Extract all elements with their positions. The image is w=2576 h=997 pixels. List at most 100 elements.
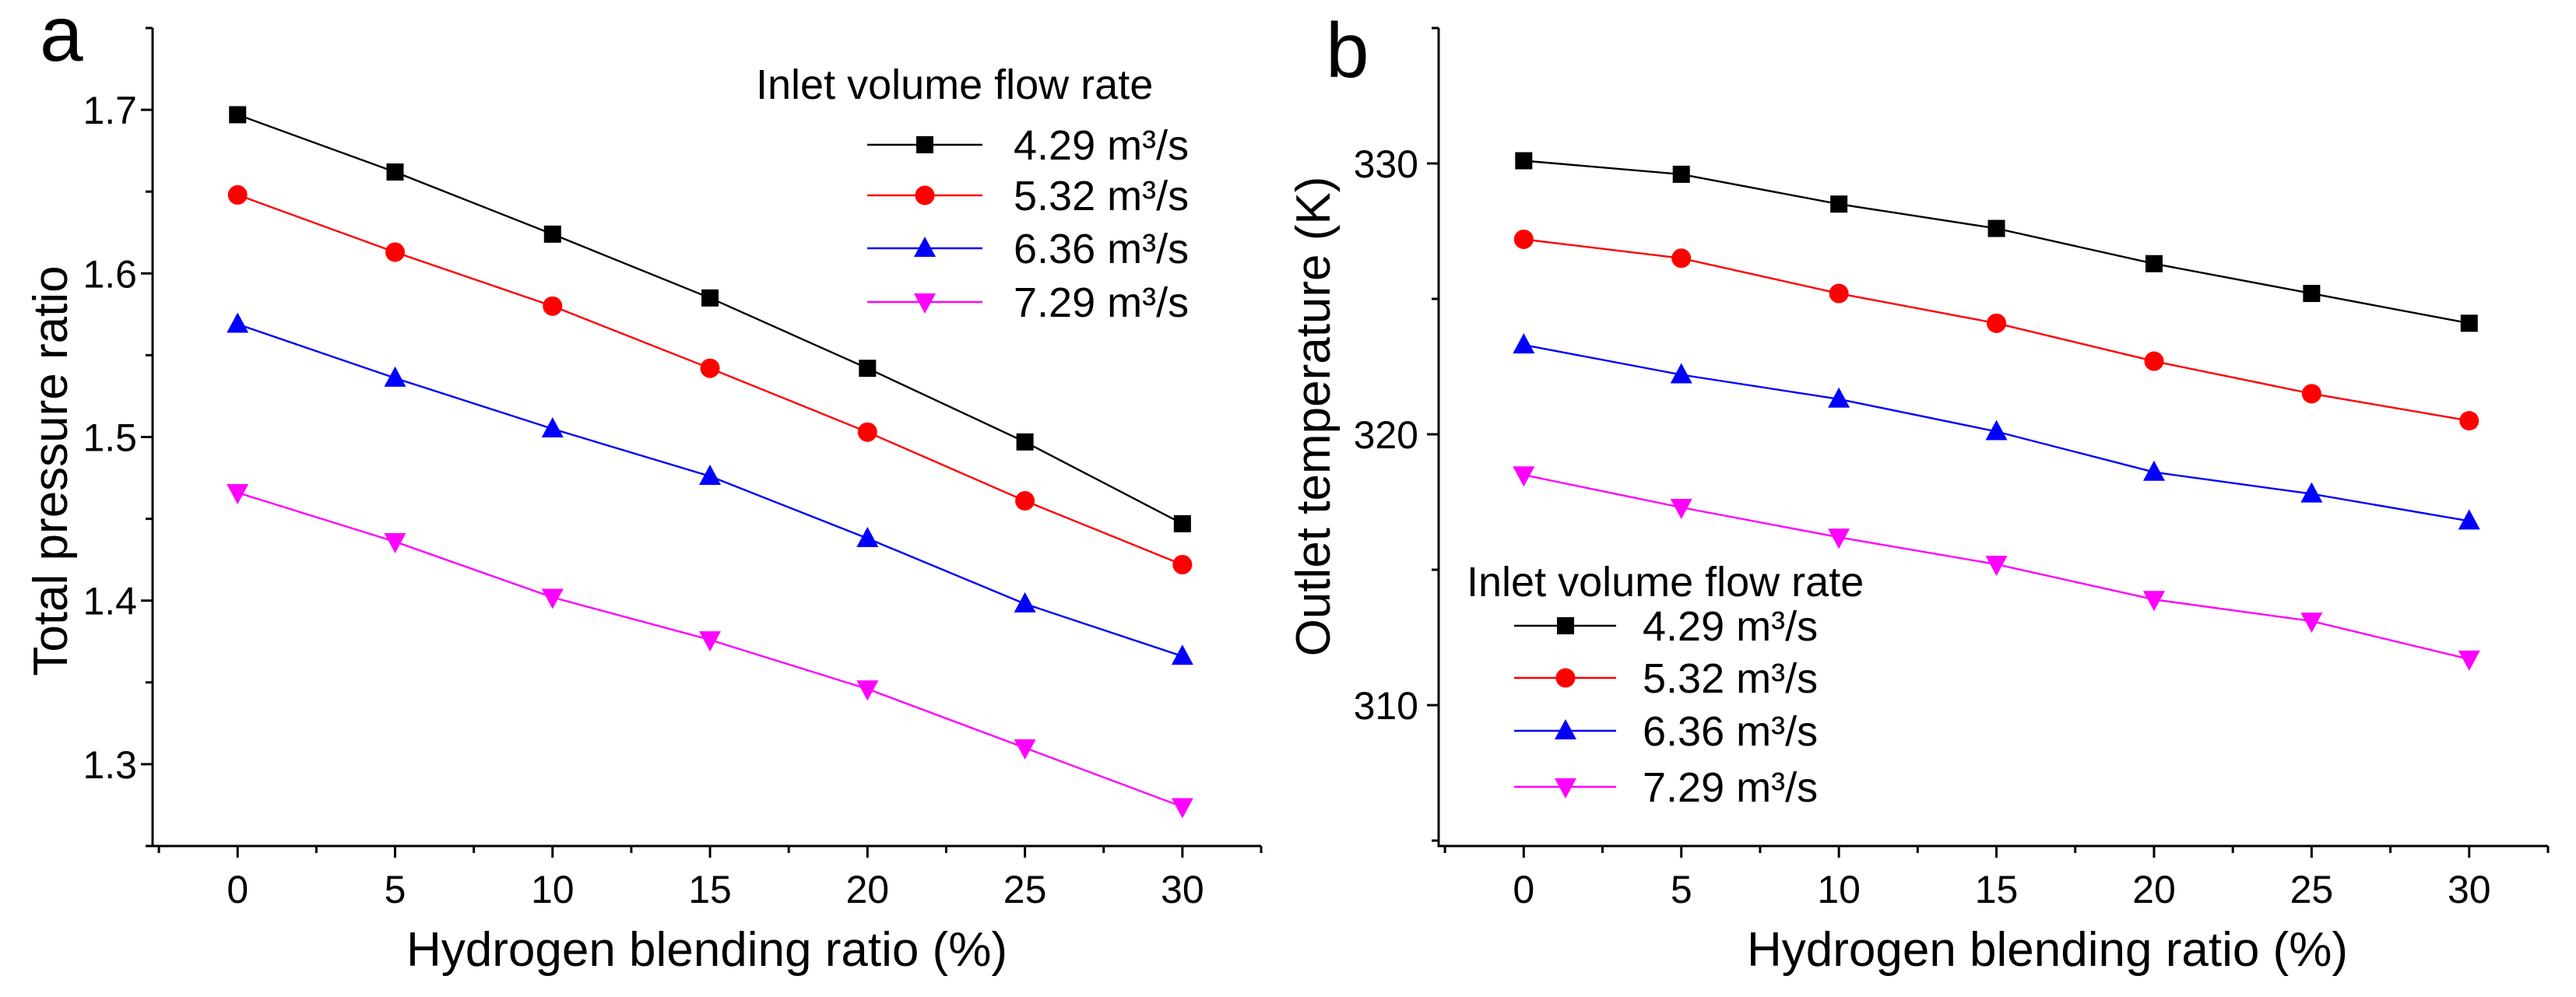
x-tick-label: 15 bbox=[1975, 868, 2019, 911]
series-2-point-4 bbox=[856, 526, 879, 547]
y-tick-label: 310 bbox=[1354, 684, 1418, 728]
series-3-point-3 bbox=[1985, 556, 2008, 577]
y-tick-label: 330 bbox=[1354, 142, 1418, 186]
series-3-point-4 bbox=[2142, 591, 2165, 612]
legend-marker-3 bbox=[1555, 778, 1576, 799]
x-tick-label: 30 bbox=[2448, 868, 2491, 911]
legend-label-1: 5.32 m³/s bbox=[1014, 173, 1189, 219]
series-2-point-0 bbox=[227, 312, 249, 333]
series-1-point-3 bbox=[700, 358, 720, 378]
legend-label-1: 5.32 m³/s bbox=[1643, 655, 1818, 702]
series-3-point-0 bbox=[227, 483, 249, 504]
series-1-point-1 bbox=[385, 242, 405, 262]
series-2-point-6 bbox=[2458, 509, 2480, 530]
series-2-point-2 bbox=[541, 416, 564, 437]
series-0-point-0 bbox=[1515, 152, 1533, 170]
series-0-point-6 bbox=[2460, 314, 2478, 332]
series-3-point-6 bbox=[2458, 650, 2480, 671]
series-2-point-1 bbox=[1670, 363, 1692, 384]
legend-title: Inlet volume flow rate bbox=[1467, 559, 1864, 606]
series-2-point-4 bbox=[2142, 460, 2165, 481]
x-tick-label: 5 bbox=[385, 868, 406, 911]
x-tick-label: 25 bbox=[2290, 868, 2334, 911]
legend-label-2: 6.36 m³/s bbox=[1643, 708, 1818, 755]
x-tick-label: 20 bbox=[846, 868, 890, 911]
y-axis-title: Total pressure ratio bbox=[24, 265, 78, 676]
y-tick-label: 1.7 bbox=[83, 89, 137, 132]
series-2-point-3 bbox=[699, 464, 722, 485]
series-0-point-3 bbox=[1987, 219, 2005, 237]
series-2-point-5 bbox=[2300, 482, 2323, 503]
chart-a-total-pressure-ratio: a Hydrogen blending ratio (%) Total pres… bbox=[24, 0, 1263, 977]
x-axis-title: Hydrogen blending ratio (%) bbox=[406, 923, 1007, 977]
legend: 4.29 m³/s 5.32 m³/s 6.36 m³/s 7.29 m³/s bbox=[1514, 603, 1818, 811]
series-0-point-0 bbox=[229, 106, 247, 124]
series-1-point-1 bbox=[1671, 248, 1692, 269]
x-axis-title: Hydrogen blending ratio (%) bbox=[1747, 923, 2348, 977]
y-tick-label: 1.6 bbox=[83, 252, 137, 296]
x-tick-label: 10 bbox=[1817, 868, 1861, 911]
legend: 4.29 m³/s5.32 m³/s 6.36 m³/s 7.29 m³/s bbox=[867, 122, 1189, 326]
series-1-point-3 bbox=[1987, 313, 2007, 333]
series-2-point-6 bbox=[1171, 644, 1193, 665]
series-2-point-5 bbox=[1014, 592, 1036, 613]
series-0-point-5 bbox=[1016, 433, 1034, 451]
series-0-point-1 bbox=[1672, 165, 1690, 183]
series-0-point-6 bbox=[1173, 514, 1191, 532]
series-1-point-2 bbox=[543, 296, 563, 316]
x-tick-label: 0 bbox=[1513, 868, 1534, 911]
y-axis-title: Outlet temperature (K) bbox=[1287, 177, 1341, 657]
series-3-point-2 bbox=[1828, 528, 1850, 549]
series-1-point-4 bbox=[857, 422, 877, 442]
x-tick-label: 5 bbox=[1671, 868, 1692, 911]
legend-marker-2 bbox=[914, 237, 936, 257]
series-0-point-2 bbox=[1830, 195, 1848, 213]
series-1-point-2 bbox=[1829, 283, 1849, 304]
series-3-point-1 bbox=[384, 533, 406, 554]
chart-b-outlet-temperature: b Hydrogen blending ratio (%) Outlet tem… bbox=[1287, 7, 2550, 977]
series-3-point-0 bbox=[1513, 466, 1535, 487]
legend-label-3: 7.29 m³/s bbox=[1643, 764, 1818, 811]
series-3-point-5 bbox=[2300, 613, 2323, 634]
series-1-point-5 bbox=[2301, 384, 2321, 404]
series-0-point-3 bbox=[701, 289, 719, 307]
y-tick-label: 320 bbox=[1354, 413, 1418, 457]
legend-label-0: 4.29 m³/s bbox=[1643, 603, 1818, 650]
legend-marker-0 bbox=[916, 136, 933, 153]
y-tick-label: 1.5 bbox=[83, 416, 137, 460]
series-1-point-0 bbox=[1513, 229, 1534, 249]
series-0-point-1 bbox=[386, 163, 404, 181]
series-0-point-2 bbox=[543, 225, 561, 243]
legend-label-2: 6.36 m³/s bbox=[1014, 226, 1189, 272]
y-tick-label: 1.4 bbox=[83, 580, 137, 623]
series-3-point-5 bbox=[1014, 739, 1036, 760]
series-3-point-2 bbox=[541, 588, 564, 609]
panel-label: b bbox=[1326, 7, 1369, 94]
series-1-point-6 bbox=[2459, 411, 2479, 431]
series-3-point-3 bbox=[699, 631, 722, 652]
series-3-point-1 bbox=[1670, 498, 1692, 519]
legend-label-0: 4.29 m³/s bbox=[1014, 122, 1189, 169]
legend-marker-0 bbox=[1557, 617, 1574, 634]
series-2-point-2 bbox=[1828, 387, 1850, 408]
legend-marker-3 bbox=[914, 293, 936, 314]
legend-title: Inlet volume flow rate bbox=[756, 61, 1153, 108]
legend-label-3: 7.29 m³/s bbox=[1014, 279, 1189, 326]
x-tick-label: 10 bbox=[531, 868, 575, 911]
series-0-point-5 bbox=[2303, 285, 2321, 303]
series-2-point-3 bbox=[1985, 420, 2008, 441]
series-1-point-0 bbox=[227, 184, 248, 205]
x-tick-label: 20 bbox=[2132, 868, 2176, 911]
legend-marker-1 bbox=[915, 185, 935, 205]
series-3-point-6 bbox=[1171, 798, 1193, 819]
legend-marker-2 bbox=[1555, 719, 1576, 739]
x-tick-label: 25 bbox=[1003, 868, 1047, 911]
series-0-point-4 bbox=[2145, 255, 2163, 272]
series-1-point-6 bbox=[1172, 554, 1193, 574]
series-0-point-4 bbox=[859, 360, 877, 377]
series-3-point-4 bbox=[856, 680, 879, 701]
x-tick-label: 30 bbox=[1161, 868, 1204, 911]
x-tick-label: 0 bbox=[227, 868, 248, 911]
series-2-point-1 bbox=[384, 366, 406, 387]
